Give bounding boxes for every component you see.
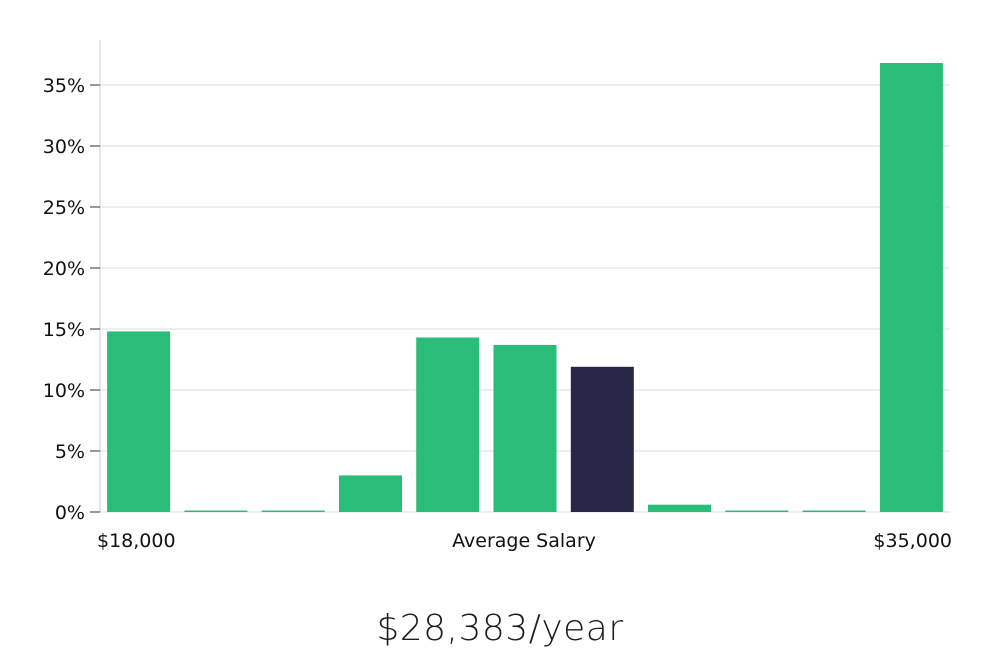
y-tick-label: 0% bbox=[55, 502, 85, 524]
x-axis-title: Average Salary bbox=[452, 530, 596, 552]
y-tick-label: 20% bbox=[43, 258, 85, 280]
y-tick-label: 35% bbox=[43, 75, 85, 97]
y-axis-ticks: 0% 5% 10% 15% 20% 25% 30% 35% bbox=[43, 75, 100, 524]
y-tick-label: 10% bbox=[43, 380, 85, 402]
bar bbox=[802, 510, 866, 512]
grid-lines bbox=[100, 84, 950, 513]
bar bbox=[879, 63, 943, 512]
bar bbox=[107, 331, 171, 512]
y-tick-label: 30% bbox=[43, 136, 85, 158]
x-start-label: $18,000 bbox=[97, 530, 176, 552]
bar bbox=[184, 510, 248, 512]
bar bbox=[339, 475, 402, 512]
bar bbox=[261, 510, 325, 512]
salary-histogram: 0% 5% 10% 15% 20% 25% 30% 35% $18,000 Average S… bbox=[43, 40, 952, 552]
bar bbox=[648, 504, 711, 512]
bar bbox=[493, 344, 557, 512]
bar bbox=[416, 337, 480, 512]
bar bbox=[725, 510, 789, 512]
bars bbox=[107, 63, 943, 512]
x-end-label: $35,000 bbox=[873, 530, 952, 552]
average-salary-value: $28,383/year bbox=[376, 608, 624, 649]
y-tick-label: 5% bbox=[55, 441, 85, 463]
y-tick-label: 25% bbox=[43, 197, 85, 219]
y-tick-label: 15% bbox=[43, 319, 85, 341]
bar-highlight bbox=[570, 366, 634, 512]
